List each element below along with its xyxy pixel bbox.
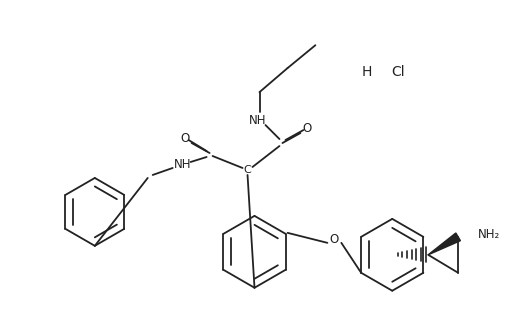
Text: H: H xyxy=(362,65,372,79)
Text: NH₂: NH₂ xyxy=(478,228,500,241)
Text: C: C xyxy=(243,165,251,175)
Text: O: O xyxy=(303,122,312,135)
Text: NH: NH xyxy=(174,159,191,171)
Text: NH: NH xyxy=(249,114,266,127)
Text: O: O xyxy=(180,132,189,144)
Polygon shape xyxy=(428,233,461,255)
Text: Cl: Cl xyxy=(391,65,405,79)
Text: O: O xyxy=(330,233,339,246)
